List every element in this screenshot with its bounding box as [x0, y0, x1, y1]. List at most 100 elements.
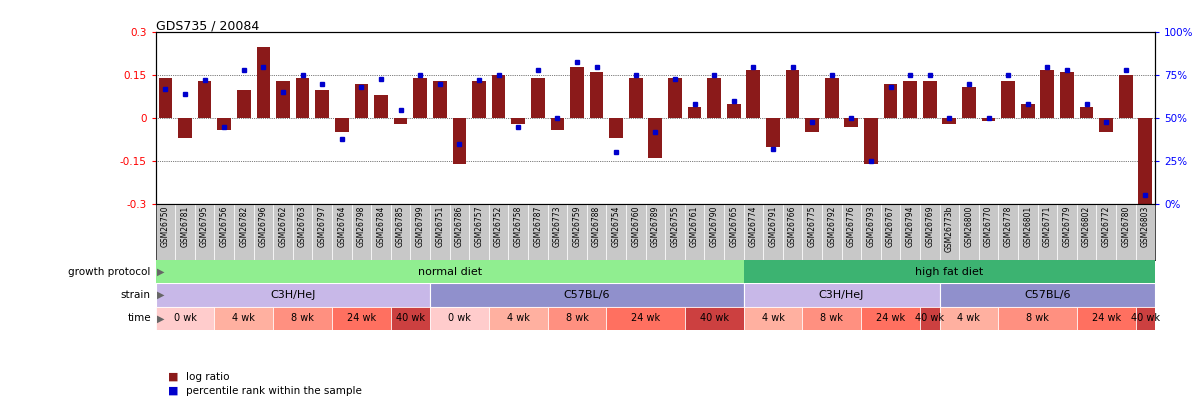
Bar — [920, 307, 940, 330]
Text: ▶: ▶ — [157, 313, 164, 323]
Bar — [727, 104, 741, 118]
Text: normal diet: normal diet — [418, 266, 481, 277]
Bar — [998, 204, 1017, 260]
Text: GSM26799: GSM26799 — [415, 205, 425, 247]
Text: GSM26784: GSM26784 — [377, 205, 385, 247]
Bar — [841, 204, 861, 260]
Bar — [178, 118, 192, 138]
Bar — [332, 204, 352, 260]
Bar — [685, 204, 704, 260]
Bar — [688, 107, 701, 118]
Text: GSM26752: GSM26752 — [494, 205, 503, 247]
Text: ■: ■ — [168, 372, 178, 382]
Bar — [156, 307, 214, 330]
Text: ▶: ▶ — [157, 266, 164, 277]
Bar — [214, 307, 273, 330]
Text: GSM26755: GSM26755 — [670, 205, 680, 247]
Text: time: time — [127, 313, 151, 323]
Bar — [942, 118, 956, 124]
Text: 40 wk: 40 wk — [916, 313, 944, 323]
Text: GSM26763: GSM26763 — [298, 205, 308, 247]
Bar — [1077, 307, 1136, 330]
Text: GSM26781: GSM26781 — [181, 205, 189, 247]
Text: GSM26786: GSM26786 — [455, 205, 464, 247]
Text: GSM26761: GSM26761 — [689, 205, 699, 247]
Bar — [175, 204, 195, 260]
Bar — [982, 118, 996, 121]
Text: GSM26778: GSM26778 — [1003, 205, 1013, 247]
Text: GSM26792: GSM26792 — [827, 205, 837, 247]
Text: GSM26751: GSM26751 — [436, 205, 444, 247]
Bar — [881, 204, 900, 260]
Bar — [940, 307, 998, 330]
Bar — [492, 75, 505, 118]
Bar — [296, 78, 310, 118]
Bar — [920, 204, 940, 260]
Bar — [354, 84, 369, 118]
Text: GSM26785: GSM26785 — [396, 205, 405, 247]
Bar — [923, 81, 936, 118]
Bar — [547, 204, 567, 260]
Text: GSM26760: GSM26760 — [631, 205, 640, 247]
Text: percentile rank within the sample: percentile rank within the sample — [186, 386, 361, 396]
Bar — [766, 118, 779, 147]
Bar — [1099, 118, 1113, 132]
Bar — [488, 204, 509, 260]
Bar — [551, 118, 564, 130]
Bar — [430, 284, 743, 307]
Text: GSM26800: GSM26800 — [965, 205, 973, 247]
Bar — [743, 204, 764, 260]
Bar — [452, 118, 467, 164]
Bar — [747, 70, 760, 118]
Bar — [1080, 107, 1093, 118]
Bar — [607, 307, 685, 330]
Text: 8 wk: 8 wk — [565, 313, 589, 323]
Bar — [979, 204, 998, 260]
Bar — [707, 78, 721, 118]
Bar — [628, 78, 643, 118]
Text: GSM26803: GSM26803 — [1141, 205, 1150, 247]
Text: GSM26793: GSM26793 — [867, 205, 875, 247]
Bar — [1038, 204, 1057, 260]
Text: GSM26776: GSM26776 — [846, 205, 856, 247]
Bar — [273, 307, 332, 330]
Text: GSM26798: GSM26798 — [357, 205, 366, 247]
Bar — [375, 95, 388, 118]
Bar — [1001, 81, 1015, 118]
Bar — [802, 307, 861, 330]
Bar — [233, 204, 254, 260]
Bar — [218, 118, 231, 130]
Text: GSM26754: GSM26754 — [612, 205, 621, 247]
Text: GSM26779: GSM26779 — [1063, 205, 1071, 247]
Bar — [743, 284, 940, 307]
Bar — [315, 90, 329, 118]
Text: GSM26769: GSM26769 — [925, 205, 934, 247]
Text: GSM26773: GSM26773 — [553, 205, 561, 247]
Bar — [547, 307, 607, 330]
Bar — [332, 307, 390, 330]
Bar — [198, 81, 212, 118]
Bar — [861, 204, 881, 260]
Bar — [390, 204, 411, 260]
Bar — [609, 118, 622, 138]
Bar — [528, 204, 547, 260]
Text: 4 wk: 4 wk — [958, 313, 980, 323]
Bar — [488, 307, 547, 330]
Bar — [371, 204, 390, 260]
Text: GSM26772: GSM26772 — [1101, 205, 1111, 247]
Bar — [394, 118, 407, 124]
Bar — [1136, 307, 1155, 330]
Bar — [531, 78, 545, 118]
Bar — [998, 307, 1077, 330]
Bar — [959, 204, 979, 260]
Text: GSM26782: GSM26782 — [239, 205, 248, 247]
Text: GSM26766: GSM26766 — [788, 205, 797, 247]
Bar — [785, 70, 800, 118]
Bar — [254, 204, 273, 260]
Bar — [156, 260, 743, 283]
Bar — [1040, 70, 1055, 118]
Bar — [509, 204, 528, 260]
Bar — [293, 204, 312, 260]
Text: 24 wk: 24 wk — [876, 313, 905, 323]
Bar — [1119, 75, 1132, 118]
